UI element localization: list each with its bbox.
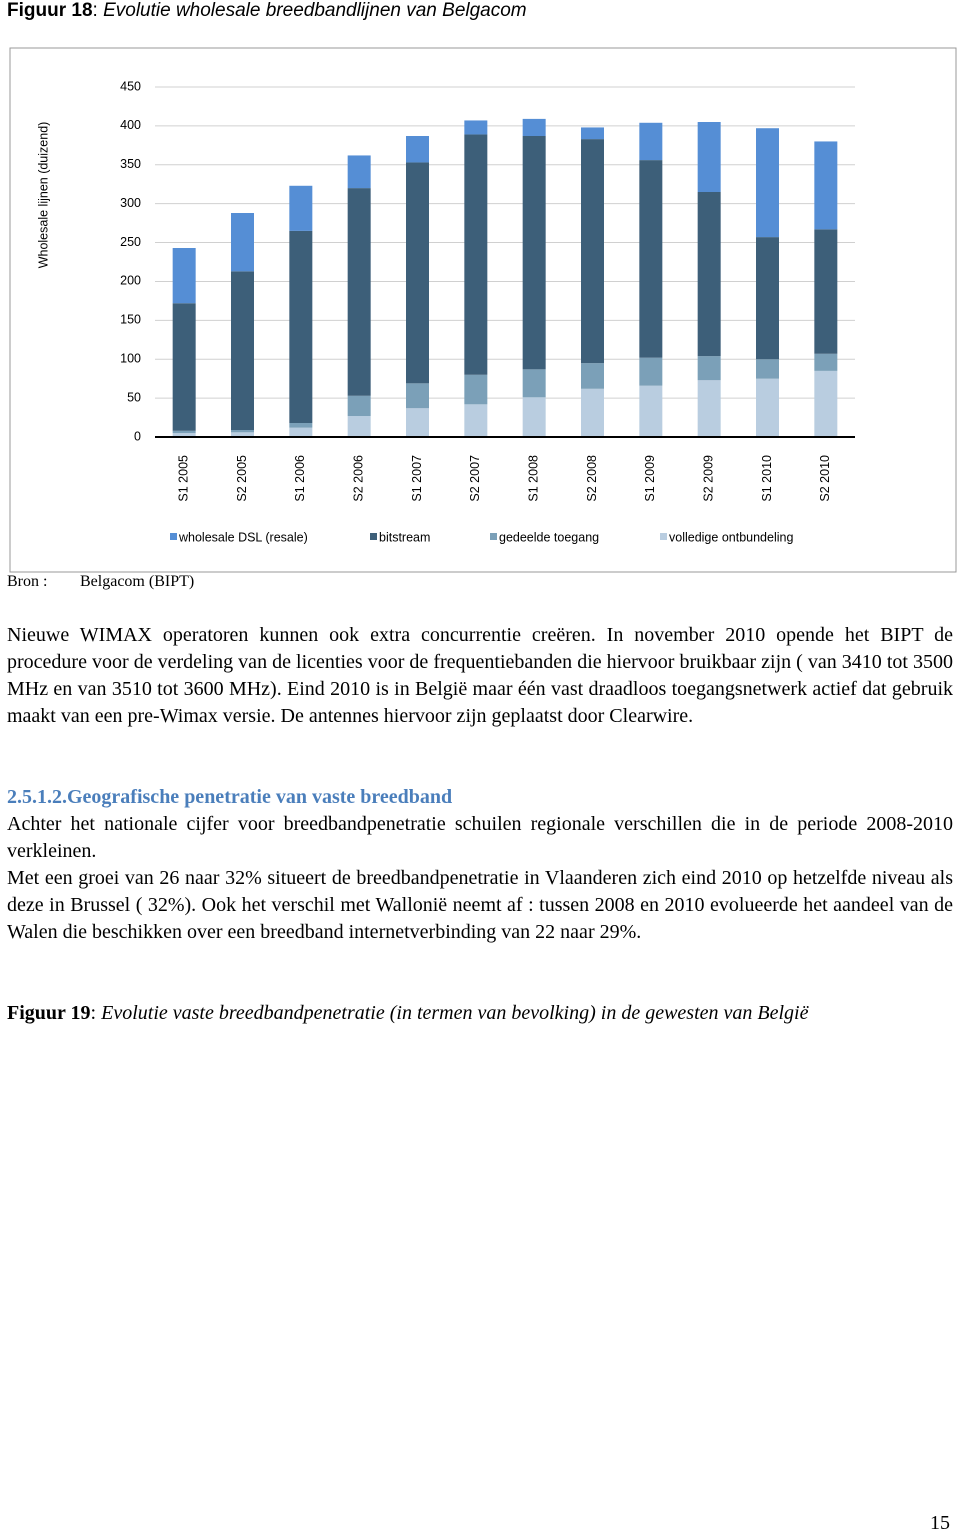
bar-segment <box>406 136 429 163</box>
bar-segment <box>522 118 546 136</box>
bar-segment <box>522 369 546 398</box>
y-axis-title: Wholesale lijnen (duizend) <box>36 122 50 269</box>
paragraph: Met een groei van 26 naar 32% situeert d… <box>7 867 953 943</box>
bar-segment <box>756 128 779 238</box>
y-tick-label: 450 <box>120 79 141 93</box>
separator: : <box>92 0 98 21</box>
source-text: Belgacom (BIPT) <box>80 573 195 590</box>
bar-segment <box>231 213 254 272</box>
bar-segment <box>172 430 196 434</box>
bar-segment <box>347 395 371 416</box>
y-tick-label: 350 <box>120 157 141 171</box>
bar-segment <box>581 388 604 437</box>
figure-caption: Evolutie vaste breedbandpenetratie (in t… <box>101 1002 809 1024</box>
y-tick-label: 100 <box>120 352 141 366</box>
figure-label: Figuur 18 <box>7 0 93 21</box>
paragraph: Nieuwe WIMAX operatoren kunnen ook extra… <box>7 624 953 727</box>
bar-segment <box>406 383 429 409</box>
bar-segment <box>639 385 663 437</box>
bar-segment <box>697 122 721 192</box>
figure-title: Figuur 19: Evolutie vaste breedbandpenet… <box>7 1000 953 1027</box>
bar-segment <box>231 430 254 433</box>
x-tick-label: S1 2006 <box>293 455 307 502</box>
bar-segment <box>231 271 254 430</box>
bar-segment <box>581 127 604 140</box>
legend-label: gedeelde toegang <box>499 530 599 544</box>
bar-segment <box>347 155 371 189</box>
section-title: Geografische penetratie van vaste breedb… <box>67 786 453 808</box>
bar-segment <box>697 356 721 381</box>
bar-segment <box>756 378 779 437</box>
figure-caption: Evolutie wholesale breedbandlijnen van B… <box>103 0 527 21</box>
source-label: Bron : <box>7 573 48 590</box>
x-tick-label: S2 2007 <box>468 455 482 502</box>
bar-segment <box>522 136 546 370</box>
bar-segment <box>172 248 196 304</box>
figure-title: Figuur 18: Evolutie wholesale breedbandl… <box>7 0 527 22</box>
y-tick-label: 300 <box>120 196 141 210</box>
x-tick-label: S2 2005 <box>235 455 249 502</box>
bar-segment <box>172 303 196 431</box>
bar-segment <box>814 229 838 354</box>
bar-segment <box>639 357 663 386</box>
paragraph: Achter het nationale cijfer voor breedba… <box>7 813 953 862</box>
bar-segment <box>289 427 313 437</box>
bar-segment <box>814 141 838 230</box>
y-tick-label: 250 <box>120 235 141 249</box>
bar-segment <box>756 359 779 379</box>
bar-segment <box>639 160 663 358</box>
section-heading: 2.5.1.2.Geografische penetratie van vast… <box>7 784 953 811</box>
x-tick-label: S1 2010 <box>760 455 774 502</box>
legend-label: volledige ontbundeling <box>669 530 793 544</box>
bar-segment <box>406 408 429 437</box>
y-tick-label: 150 <box>120 313 141 327</box>
y-tick-label: 0 <box>134 429 141 443</box>
figure-label: Figuur 19 <box>7 1002 91 1024</box>
x-tick-label: S2 2009 <box>701 455 715 502</box>
bar-segment <box>756 237 779 360</box>
x-tick-label: S1 2005 <box>176 455 190 502</box>
x-tick-label: S2 2008 <box>585 455 599 502</box>
bar-segment <box>522 397 546 437</box>
bar-segment <box>464 404 488 437</box>
bar-segment <box>697 380 721 437</box>
bar-segment <box>581 363 604 389</box>
x-tick-label: S1 2008 <box>526 455 540 502</box>
bar-segment <box>581 139 604 364</box>
bar-segment <box>289 423 313 428</box>
bar-segment <box>464 374 488 405</box>
y-tick-label: 200 <box>120 274 141 288</box>
bar-segment <box>347 188 371 396</box>
bar-segment <box>406 162 429 384</box>
chart: Wholesale lijnen (duizend) 0 50 100 150 200 2… <box>9 47 957 573</box>
legend-swatch <box>660 533 667 540</box>
x-tick-label: S1 2007 <box>410 455 424 502</box>
page-number: 15 <box>930 1512 950 1534</box>
bar-segment <box>289 230 313 423</box>
x-tick-label: S2 2006 <box>351 455 365 502</box>
bar-segment <box>464 134 488 375</box>
legend-swatch <box>490 533 497 540</box>
separator: : <box>90 1002 97 1024</box>
bar-segment <box>347 416 371 437</box>
y-tick-label: 50 <box>127 390 141 404</box>
bar-segment <box>814 353 838 371</box>
bar-segment <box>172 433 196 437</box>
y-tick-label: 400 <box>120 118 141 132</box>
legend-label: bitstream <box>379 530 430 544</box>
bar-segment <box>697 192 721 357</box>
legend-swatch <box>170 533 177 540</box>
bar-segment <box>814 370 838 437</box>
bar-segment <box>639 122 663 161</box>
chart-frame <box>9 47 957 573</box>
legend-swatch <box>370 533 377 540</box>
bar-segment <box>231 432 254 437</box>
x-tick-label: S1 2009 <box>643 455 657 502</box>
bar-segment <box>464 120 488 135</box>
legend-label: wholesale DSL (resale) <box>178 530 308 544</box>
x-tick-label: S2 2010 <box>818 455 832 502</box>
bar-segment <box>289 185 313 231</box>
section-number: 2.5.1.2. <box>7 786 67 808</box>
